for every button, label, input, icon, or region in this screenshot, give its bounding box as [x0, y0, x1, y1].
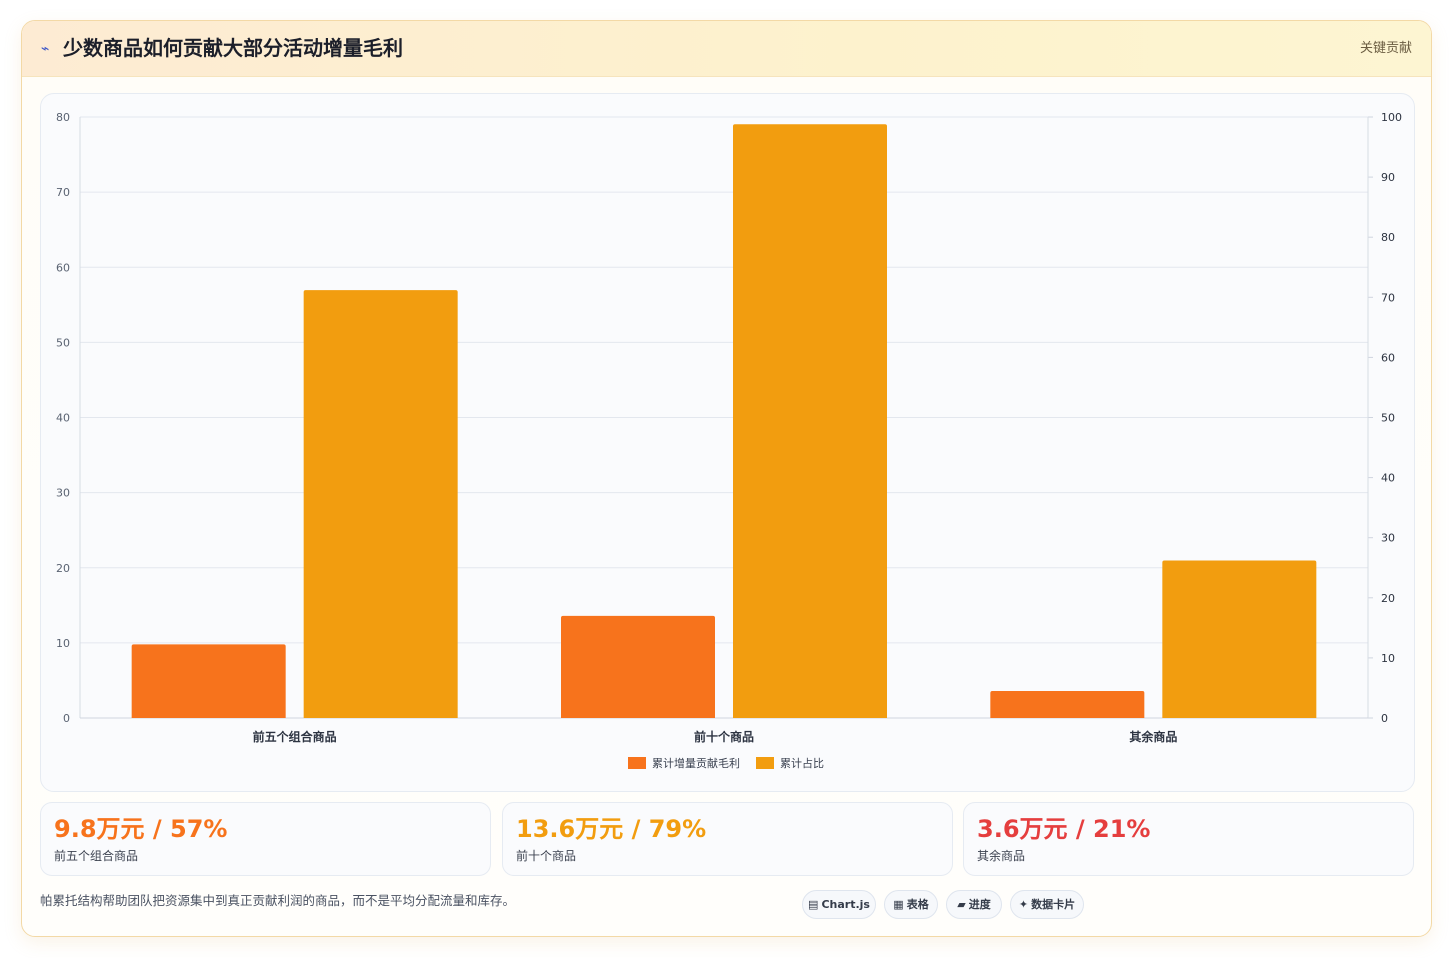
y-tick-label-left: 0 [63, 712, 70, 725]
y-tick-label-left: 20 [56, 562, 70, 575]
bar-cumulative-share [1162, 560, 1317, 718]
pill-label: 数据卡片 [1031, 898, 1076, 911]
pill-label: Chart.js [821, 898, 870, 911]
stat-card-top5: 9.8万元 / 57% 前五个组合商品 [40, 802, 491, 876]
bar-chart: 0 10 20 30 40 50 60 70 80 0 10 20 30 40 50 60 70 80 90 100 前… [56, 111, 1402, 770]
page-title: 少数商品如何贡献大部分活动增量毛利 [63, 36, 403, 60]
y-tick-label-right: 0 [1381, 712, 1388, 725]
pill-datacard[interactable]: ✦ 数据卡片 [1010, 890, 1084, 919]
sparkle-icon: ✦ [1018, 898, 1029, 911]
stat-label: 前五个组合商品 [54, 849, 139, 863]
y-tick-label-left: 30 [56, 487, 70, 500]
bar-cumulative-share [733, 124, 887, 719]
y-tick-label-left: 70 [56, 186, 70, 199]
pill-table[interactable]: ▦ 表格 [884, 890, 938, 919]
bar-gross-profit [561, 615, 715, 718]
pill-label: 表格 [906, 898, 929, 911]
header-tag: 关键贡献 [1359, 41, 1412, 56]
x-tick-label: 前十个商品 [694, 729, 754, 744]
y-tick-label-right: 40 [1381, 472, 1395, 485]
stat-label: 前十个商品 [516, 849, 577, 863]
y-tick-label-right: 90 [1381, 171, 1395, 184]
table-icon: ▦ [893, 898, 904, 911]
pill-chartjs[interactable]: ▤ Chart.js [802, 890, 876, 919]
stat-card-rest: 3.6万元 / 21% 其余商品 [963, 802, 1414, 876]
card-header: ⌁ 少数商品如何贡献大部分活动增量毛利 关键贡献 [22, 21, 1431, 77]
stat-card-top10: 13.6万元 / 79% 前十个商品 [502, 802, 953, 876]
chart-icon: ▤ [808, 898, 819, 911]
y-tick-label-right: 20 [1381, 592, 1395, 605]
legend-label: 累计占比 [780, 756, 824, 770]
y-tick-label-left: 80 [56, 111, 70, 124]
legend-swatch [628, 757, 646, 769]
chart-card: ⌁ 少数商品如何贡献大部分活动增量毛利 关键贡献 0 10 20 30 40 50 60 70… [21, 20, 1432, 937]
pill-label: 进度 [968, 898, 991, 911]
stat-label: 其余商品 [977, 849, 1026, 863]
y-tick-label-right: 80 [1381, 231, 1395, 244]
progress-icon: ▰ [957, 898, 966, 911]
stat-value: 9.8万元 / 57% [54, 815, 228, 843]
y-tick-label-right: 60 [1381, 351, 1395, 364]
x-tick-label: 其余商品 [1129, 729, 1177, 744]
pill-progress[interactable]: ▰ 进度 [946, 890, 1002, 919]
y-tick-label-left: 10 [56, 637, 70, 650]
stat-value: 3.6万元 / 21% [977, 815, 1151, 843]
legend-swatch [756, 757, 774, 769]
x-tick-label: 前五个组合商品 [253, 729, 337, 744]
y-tick-label-right: 10 [1381, 652, 1395, 665]
legend-label: 累计增量贡献毛利 [652, 756, 740, 770]
bar-gross-profit [990, 690, 1145, 718]
chart-trend-icon: ⌁ [41, 41, 50, 57]
y-tick-label-left: 60 [56, 261, 70, 274]
bar-cumulative-share [303, 290, 458, 718]
y-tick-label-left: 40 [56, 412, 70, 425]
chart-panel: 0 10 20 30 40 50 60 70 80 0 10 20 30 40 50 60 70 80 90 100 前… [40, 93, 1415, 792]
stat-value: 13.6万元 / 79% [516, 815, 707, 843]
y-tick-label-right: 100 [1381, 111, 1402, 124]
bar-gross-profit [131, 644, 286, 718]
footnote: 帕累托结构帮助团队把资源集中到真正贡献利润的商品，而不是平均分配流量和库存。 [40, 893, 516, 908]
y-tick-label-right: 70 [1381, 291, 1395, 304]
y-tick-label-left: 50 [56, 336, 70, 349]
y-tick-label-right: 50 [1381, 412, 1395, 425]
y-tick-label-right: 30 [1381, 532, 1395, 545]
